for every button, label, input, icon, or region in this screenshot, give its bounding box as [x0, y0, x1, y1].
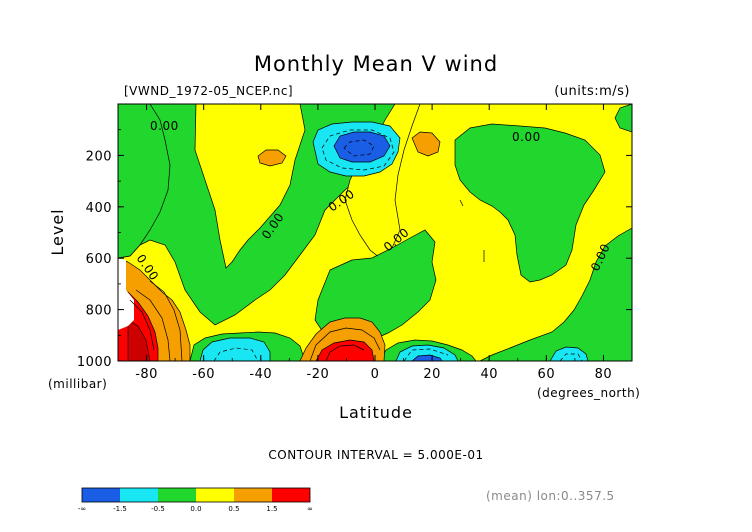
y-units-label: (millibar)	[48, 377, 107, 391]
x-tick-label: -40	[249, 367, 272, 382]
contour-line-antarctic	[129, 299, 155, 351]
colorbar-label: ∞	[307, 505, 313, 513]
yellow-pocket-sh	[194, 104, 306, 269]
x-tick-label: 60	[538, 367, 556, 382]
contour-line-antarctic-2	[135, 289, 171, 361]
contour-line-dashed-surface	[213, 347, 259, 361]
contour-line-red-1	[309, 327, 381, 361]
orange-blob-upper	[257, 149, 287, 167]
contour-lines	[129, 129, 583, 361]
file-label: [VWND_1972-05_NCEP.nc]	[124, 84, 293, 98]
colorbar-label: 0.0	[190, 505, 201, 513]
x-tick-label: 40	[480, 367, 498, 382]
blue-region-upper	[333, 131, 391, 163]
cyan-region-surface-nh2	[549, 346, 589, 361]
cyan-region-surface	[199, 337, 271, 361]
contour-tick-small-1	[459, 199, 464, 207]
orange-blob-upper-nh	[411, 131, 441, 157]
missing-data-white	[118, 258, 134, 330]
x-tick-label: -60	[192, 367, 215, 382]
contour-interval-text: CONTOUR INTERVAL = 5.000E-01	[268, 448, 483, 462]
colorbar-swatch	[158, 488, 196, 502]
x-tick-label: 20	[423, 367, 441, 382]
contour-line-dashed-core	[343, 139, 375, 157]
colorbar-swatch	[272, 488, 310, 502]
contour-line-dashed-upper	[321, 129, 395, 171]
green-region-polar	[118, 104, 171, 259]
blue-region-surface-nh	[411, 354, 443, 361]
y-axis-title: Level	[48, 208, 67, 255]
y-tick-label: 400	[86, 201, 112, 216]
averaging-footer: (mean) lon:0..357.5	[486, 489, 615, 503]
x-tick-label: 0	[371, 367, 380, 382]
y-tick-label: 200	[86, 149, 112, 164]
contour-line-dashed-surface-nh	[403, 348, 449, 361]
contour-line-red-2	[325, 344, 365, 361]
x-axis-title: Latitude	[339, 403, 413, 422]
y-tick-label: 1000	[77, 355, 112, 370]
y-axis: 200 400 600 800 1000	[77, 129, 632, 370]
contour-line-antarctic-3	[149, 280, 183, 361]
colorbar-label: -0.5	[151, 505, 165, 513]
colorbar-swatch	[234, 488, 272, 502]
x-tick-label: -80	[135, 367, 158, 382]
colorbar-swatch	[82, 488, 120, 502]
chart-title: Monthly Mean V wind	[254, 52, 498, 76]
x-tick-label: 80	[595, 367, 613, 382]
green-region-nh-high	[479, 227, 632, 361]
cyan-region-surface-nh	[395, 344, 459, 361]
plot-area: 0.00 0.00 0.00 0.00 0.00 0.00 0.00	[118, 104, 632, 361]
colorbar-label: 1.5	[266, 505, 277, 513]
x-tick-label: -20	[307, 367, 330, 382]
y-tick-label: 800	[86, 304, 112, 319]
red-region-tropics	[315, 339, 375, 361]
y-tick-label: 600	[86, 252, 112, 267]
contour-label: 0.00	[150, 119, 179, 133]
colorbar-frame	[81, 487, 311, 503]
dark-red-core	[127, 319, 151, 361]
colorbar: -∞ -1.5 -0.5 0.0 0.5 1.5 ∞	[78, 487, 313, 513]
x-units-label: (degrees_north)	[537, 386, 640, 400]
contour-line-dashed-surface-nh2	[559, 353, 583, 361]
units-label: (units:m/s)	[554, 84, 630, 99]
colorbar-swatch	[120, 488, 158, 502]
green-region-tr	[614, 104, 632, 133]
colorbar-label: -1.5	[113, 505, 127, 513]
green-region-nh-mid	[454, 123, 606, 283]
colorbar-swatch	[196, 488, 234, 502]
colorbar-label: 0.5	[228, 505, 239, 513]
colorbar-label: -∞	[78, 505, 86, 513]
contour-label: 0.00	[512, 130, 541, 144]
